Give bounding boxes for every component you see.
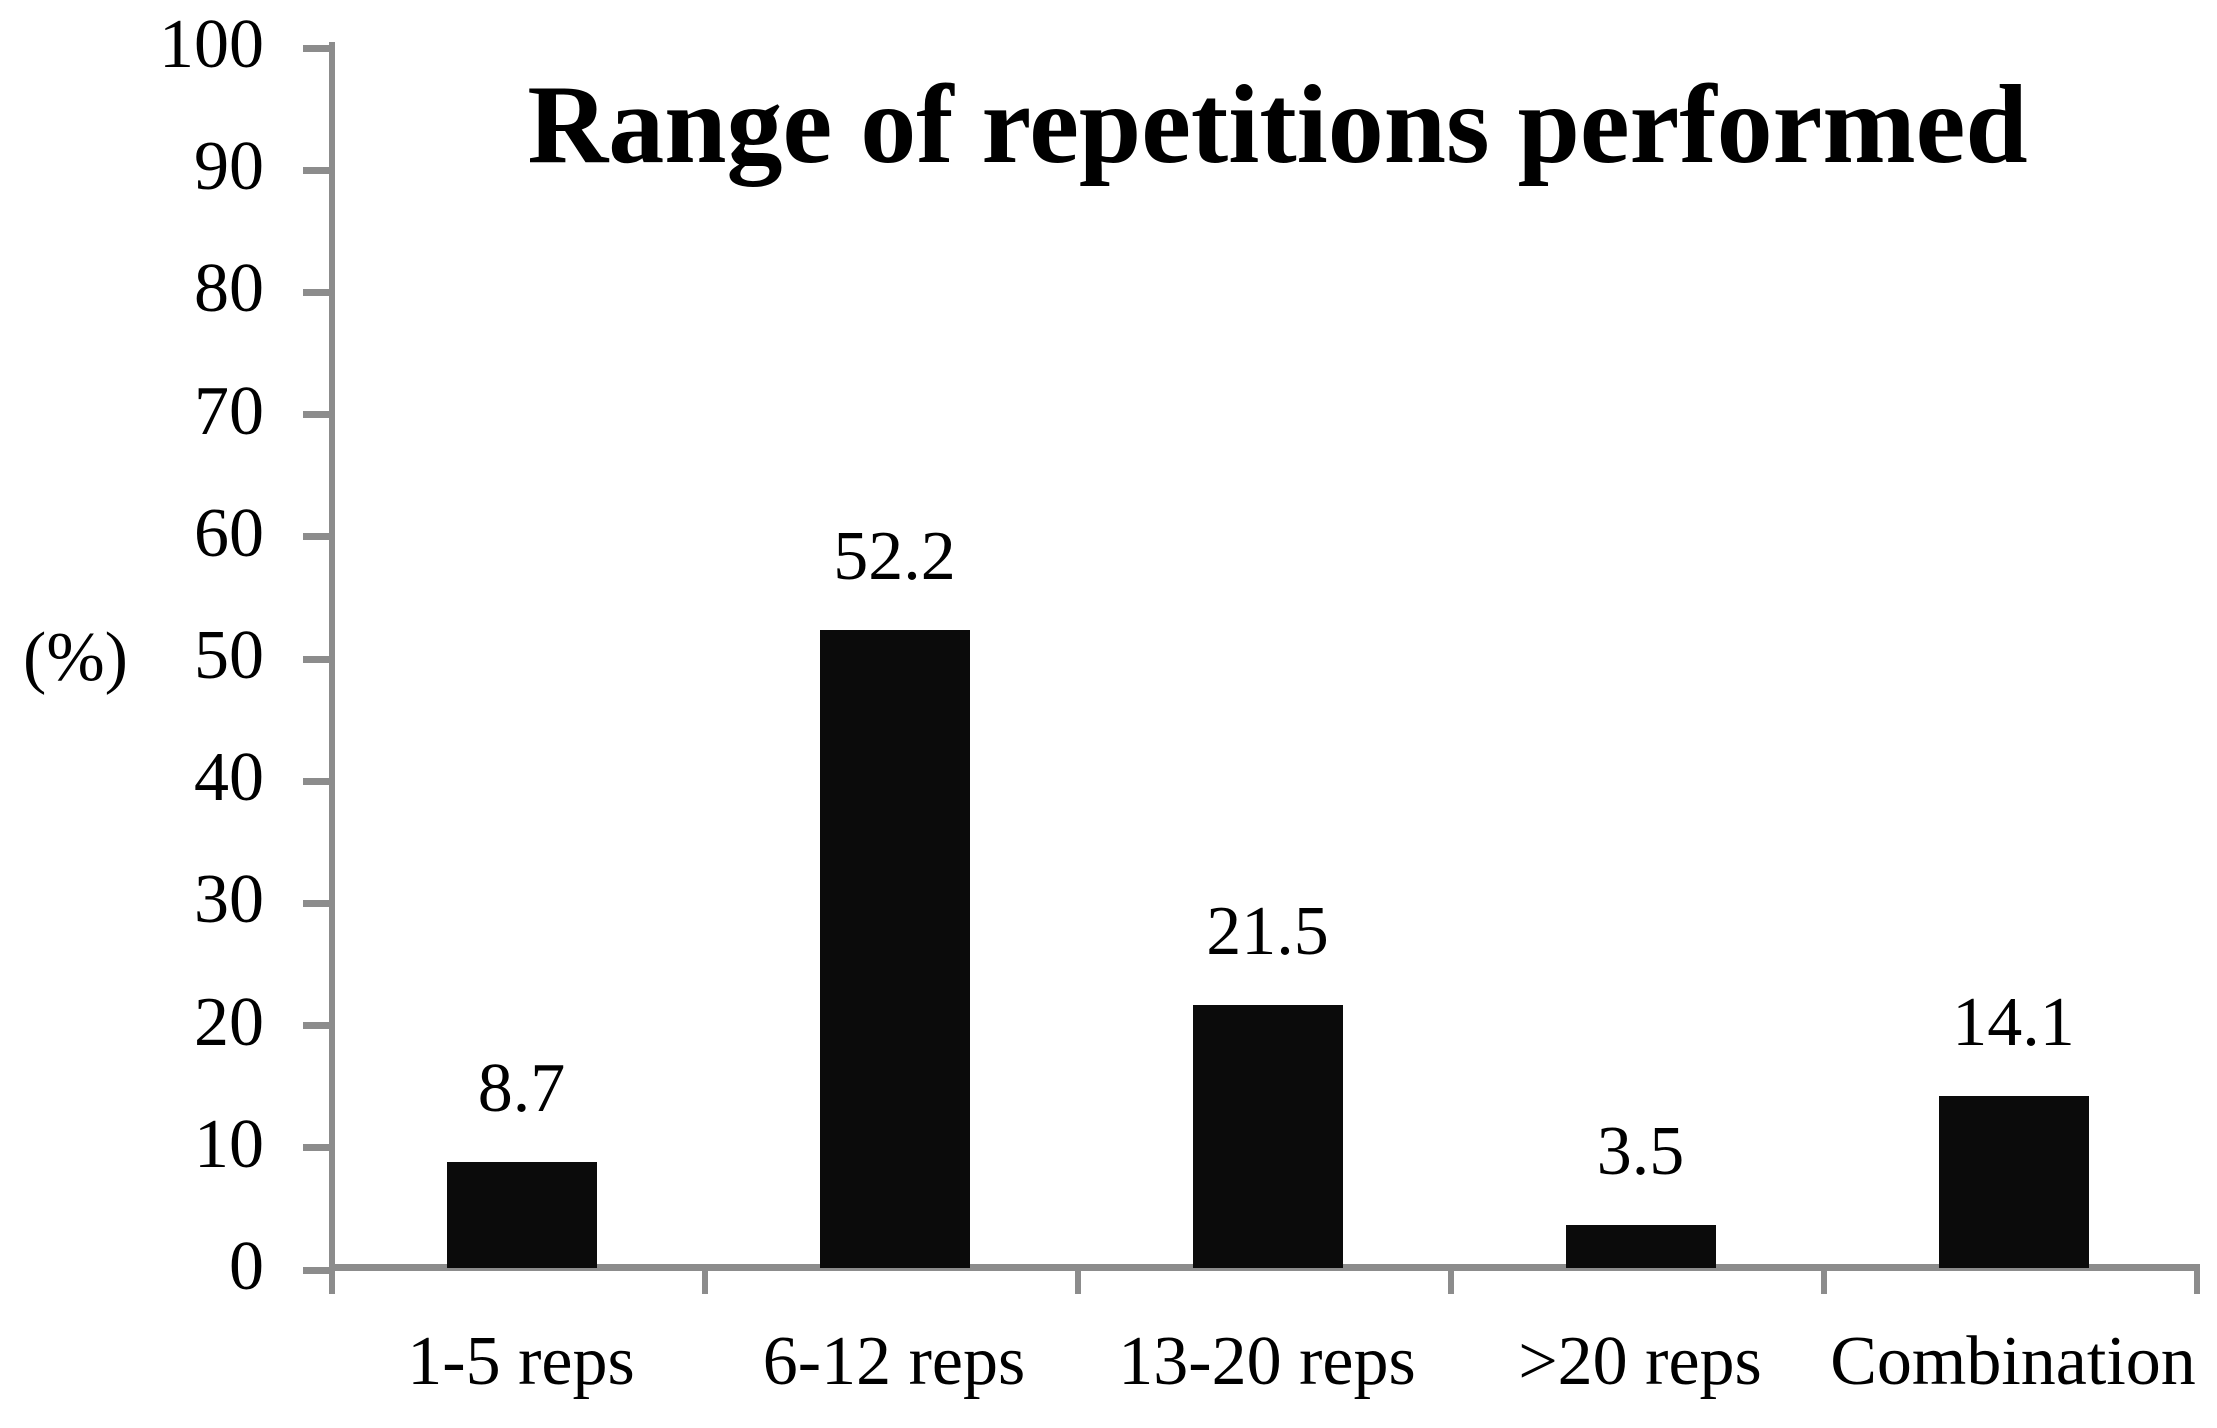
bar bbox=[1565, 1225, 1716, 1268]
y-axis-tick-label: 40 bbox=[194, 739, 264, 817]
bar-value-label: 21.5 bbox=[1206, 893, 1329, 970]
bar-value-label: 3.5 bbox=[1596, 1113, 1685, 1190]
y-axis-tick-label: 100 bbox=[159, 6, 264, 83]
chart-title: Range of repetitions performed bbox=[527, 63, 2028, 187]
y-axis-tick-label: 50 bbox=[194, 617, 264, 694]
y-axis-tick bbox=[303, 899, 329, 907]
y-axis-tick-label: 0 bbox=[229, 1228, 264, 1305]
y-axis-tick-label: 20 bbox=[194, 983, 264, 1061]
y-axis-tick-label: 80 bbox=[194, 250, 264, 328]
x-category-label: 6-12 reps bbox=[762, 1323, 1026, 1400]
y-axis-tick-label: 10 bbox=[194, 1105, 264, 1183]
y-axis-tick bbox=[303, 44, 329, 52]
x-axis-tick bbox=[329, 1264, 335, 1294]
x-axis-tick bbox=[1448, 1264, 1454, 1294]
x-axis-tick bbox=[1075, 1264, 1081, 1294]
y-axis-tick bbox=[303, 1266, 329, 1274]
y-axis-tick bbox=[303, 777, 329, 785]
bar-value-label: 52.2 bbox=[833, 518, 956, 595]
bar-value-label: 8.7 bbox=[477, 1050, 566, 1127]
bar bbox=[1192, 1005, 1343, 1268]
x-axis-tick bbox=[1821, 1264, 1827, 1294]
y-axis-tick-label: 60 bbox=[194, 494, 264, 572]
x-category-label: 13-20 reps bbox=[1118, 1323, 1416, 1400]
y-axis-unit-label: (%) bbox=[23, 619, 128, 696]
y-axis-line bbox=[329, 42, 335, 1270]
bar-value-label: 14.1 bbox=[1952, 984, 2075, 1061]
y-axis-tick-label: 70 bbox=[194, 372, 264, 450]
bar bbox=[446, 1162, 597, 1268]
x-category-label: >20 reps bbox=[1518, 1323, 1762, 1400]
y-axis-tick-label: 30 bbox=[194, 861, 264, 939]
bar bbox=[819, 630, 970, 1268]
y-axis-tick bbox=[303, 1144, 329, 1152]
y-axis-tick bbox=[303, 1022, 329, 1030]
y-axis-tick bbox=[303, 166, 329, 174]
bar bbox=[1938, 1096, 2089, 1268]
x-axis-tick bbox=[2194, 1264, 2200, 1294]
x-category-label: Combination bbox=[1830, 1323, 2196, 1400]
y-axis-tick-label: 90 bbox=[194, 128, 264, 206]
x-category-label: 1-5 reps bbox=[407, 1323, 635, 1400]
y-axis-tick bbox=[303, 288, 329, 296]
y-axis-tick bbox=[303, 533, 329, 541]
y-axis-tick bbox=[303, 655, 329, 663]
x-axis-tick bbox=[702, 1264, 708, 1294]
y-axis-tick bbox=[303, 411, 329, 419]
